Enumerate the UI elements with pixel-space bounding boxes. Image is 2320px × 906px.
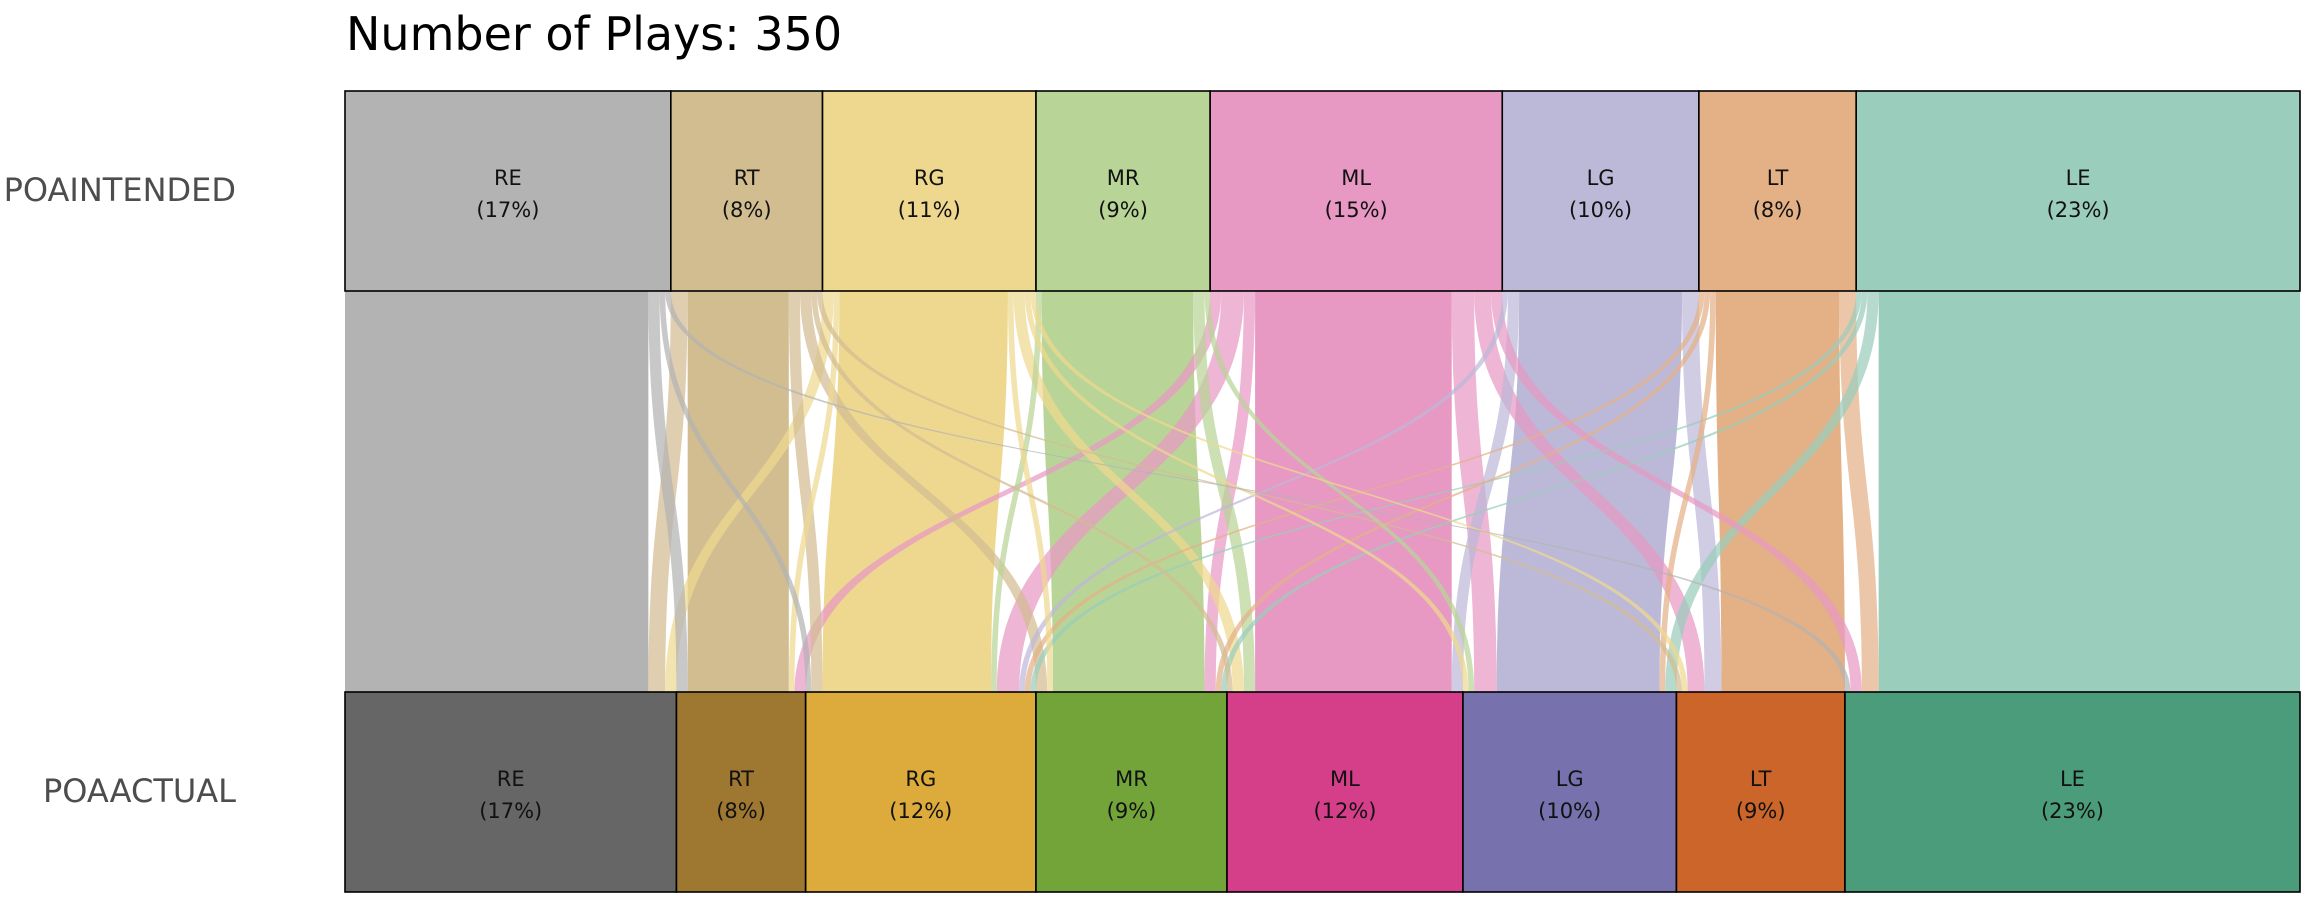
intended-node-rt bbox=[670, 90, 824, 292]
actual-node-ml bbox=[1226, 691, 1464, 893]
flow-rt-to-lt bbox=[816, 291, 1683, 692]
intended-node-label-rg: RG bbox=[914, 166, 945, 190]
actual-node-label-mr: MR bbox=[1115, 767, 1148, 791]
flow-lg-to-rg bbox=[1019, 291, 1508, 692]
axis-label-intended: POAINTENDED bbox=[4, 171, 236, 209]
intended-node-ml bbox=[1209, 90, 1504, 292]
intended-node-pct-mr: (9%) bbox=[1098, 198, 1148, 222]
actual-node-pct-rg: (12%) bbox=[889, 799, 952, 823]
actual-node-label-re: RE bbox=[497, 767, 525, 791]
intended-node-lg bbox=[1501, 90, 1700, 292]
actual-node-label-rg: RG bbox=[905, 767, 936, 791]
flow-lt-to-lt bbox=[1715, 291, 1845, 692]
intended-node-mr bbox=[1035, 90, 1211, 292]
flow-mr-to-rg bbox=[991, 291, 1042, 692]
chart-title: Number of Plays: 350 bbox=[346, 7, 842, 61]
actual-node-le bbox=[1844, 691, 2301, 893]
flow-rg-to-rt bbox=[788, 291, 840, 692]
flow-le-to-lg bbox=[1665, 291, 1879, 692]
intended-node-label-le: LE bbox=[2066, 166, 2091, 190]
actual-node-lt bbox=[1675, 691, 1846, 893]
actual-node-pct-ml: (12%) bbox=[1313, 799, 1376, 823]
actual-node-label-le: LE bbox=[2060, 767, 2085, 791]
actual-node-pct-le: (23%) bbox=[2041, 799, 2104, 823]
actual-node-pct-mr: (9%) bbox=[1107, 799, 1157, 823]
actual-node-pct-lt: (9%) bbox=[1736, 799, 1786, 823]
flow-le-to-mr bbox=[1221, 291, 1868, 692]
actual-node-layer: RE (17%) RT (8%) RG (12%) MR (9%) ML (12%) LG (10%)… bbox=[344, 691, 2301, 893]
intended-node-label-re: RE bbox=[494, 166, 522, 190]
intended-node-lt bbox=[1698, 90, 1857, 292]
intended-node-label-lt: LT bbox=[1767, 166, 1789, 190]
flow-ml-to-lg bbox=[1451, 291, 1497, 692]
intended-node-le bbox=[1855, 90, 2301, 292]
intended-node-pct-ml: (15%) bbox=[1325, 198, 1388, 222]
flow-ml-to-lt bbox=[1474, 291, 1705, 692]
axis-label-actual: POAACTUAL bbox=[43, 772, 236, 810]
flow-rg-to-rg bbox=[822, 291, 1008, 692]
intended-node-pct-lt: (8%) bbox=[1753, 198, 1803, 222]
flow-ml-to-rg bbox=[996, 291, 1244, 692]
actual-node-label-ml: ML bbox=[1330, 767, 1360, 791]
flow-le-to-le bbox=[1878, 291, 2300, 692]
intended-node-pct-re: (17%) bbox=[476, 198, 539, 222]
actual-node-re bbox=[344, 691, 678, 893]
intended-node-label-rt: RT bbox=[734, 166, 760, 190]
actual-node-label-lt: LT bbox=[1750, 767, 1772, 791]
actual-node-label-lg: LG bbox=[1556, 767, 1584, 791]
flow-lt-to-lg bbox=[1659, 291, 1716, 692]
flow-lg-to-lt bbox=[1682, 291, 1722, 692]
flow-layer bbox=[345, 291, 2300, 692]
flow-rt-to-ml bbox=[811, 291, 1233, 692]
flow-re-to-rg bbox=[659, 291, 812, 692]
flow-ml-to-le bbox=[1491, 291, 1862, 692]
flow-mr-to-ml bbox=[1193, 291, 1256, 692]
flow-re-to-rt bbox=[648, 291, 688, 692]
actual-node-rg bbox=[804, 691, 1037, 893]
intended-node-label-mr: MR bbox=[1107, 166, 1140, 190]
flow-mr-to-lg bbox=[1204, 291, 1475, 692]
intended-node-layer: RE (17%) RT (8%) RG (11%) MR (9%) ML (15%) LG (10%)… bbox=[344, 90, 2301, 292]
intended-node-pct-rt: (8%) bbox=[722, 198, 772, 222]
flow-ml-to-rt bbox=[794, 291, 1222, 692]
intended-node-re bbox=[344, 90, 672, 292]
flow-lg-to-ml bbox=[1451, 291, 1520, 692]
flow-lt-to-rg bbox=[1024, 291, 1705, 692]
flow-le-to-rg bbox=[1030, 291, 1862, 692]
flow-re-to-le bbox=[665, 291, 1851, 692]
intended-node-pct-rg: (11%) bbox=[898, 198, 961, 222]
flow-rg-to-lt bbox=[1030, 291, 1688, 692]
actual-node-pct-re: (17%) bbox=[479, 799, 542, 823]
intended-node-label-ml: ML bbox=[1341, 166, 1371, 190]
actual-node-pct-lg: (10%) bbox=[1538, 799, 1601, 823]
actual-node-label-rt: RT bbox=[728, 767, 754, 791]
actual-node-mr bbox=[1035, 691, 1228, 893]
actual-node-pct-rt: (8%) bbox=[716, 799, 766, 823]
intended-node-pct-lg: (10%) bbox=[1569, 198, 1632, 222]
intended-node-rg bbox=[821, 90, 1037, 292]
flow-rg-to-re bbox=[665, 291, 834, 692]
flow-re-to-re bbox=[345, 291, 649, 692]
flow-lt-to-mr bbox=[1215, 291, 1711, 692]
flow-rt-to-rg bbox=[788, 291, 823, 692]
flow-rg-to-ml bbox=[1013, 291, 1244, 692]
actual-node-rt bbox=[675, 691, 807, 893]
flow-rt-to-mr bbox=[800, 291, 1048, 692]
intended-node-label-lg: LG bbox=[1587, 166, 1615, 190]
flow-ml-to-ml bbox=[1255, 291, 1452, 692]
actual-node-lg bbox=[1462, 691, 1678, 893]
intended-node-pct-le: (23%) bbox=[2047, 198, 2110, 222]
flow-rg-to-mr bbox=[1007, 291, 1053, 692]
